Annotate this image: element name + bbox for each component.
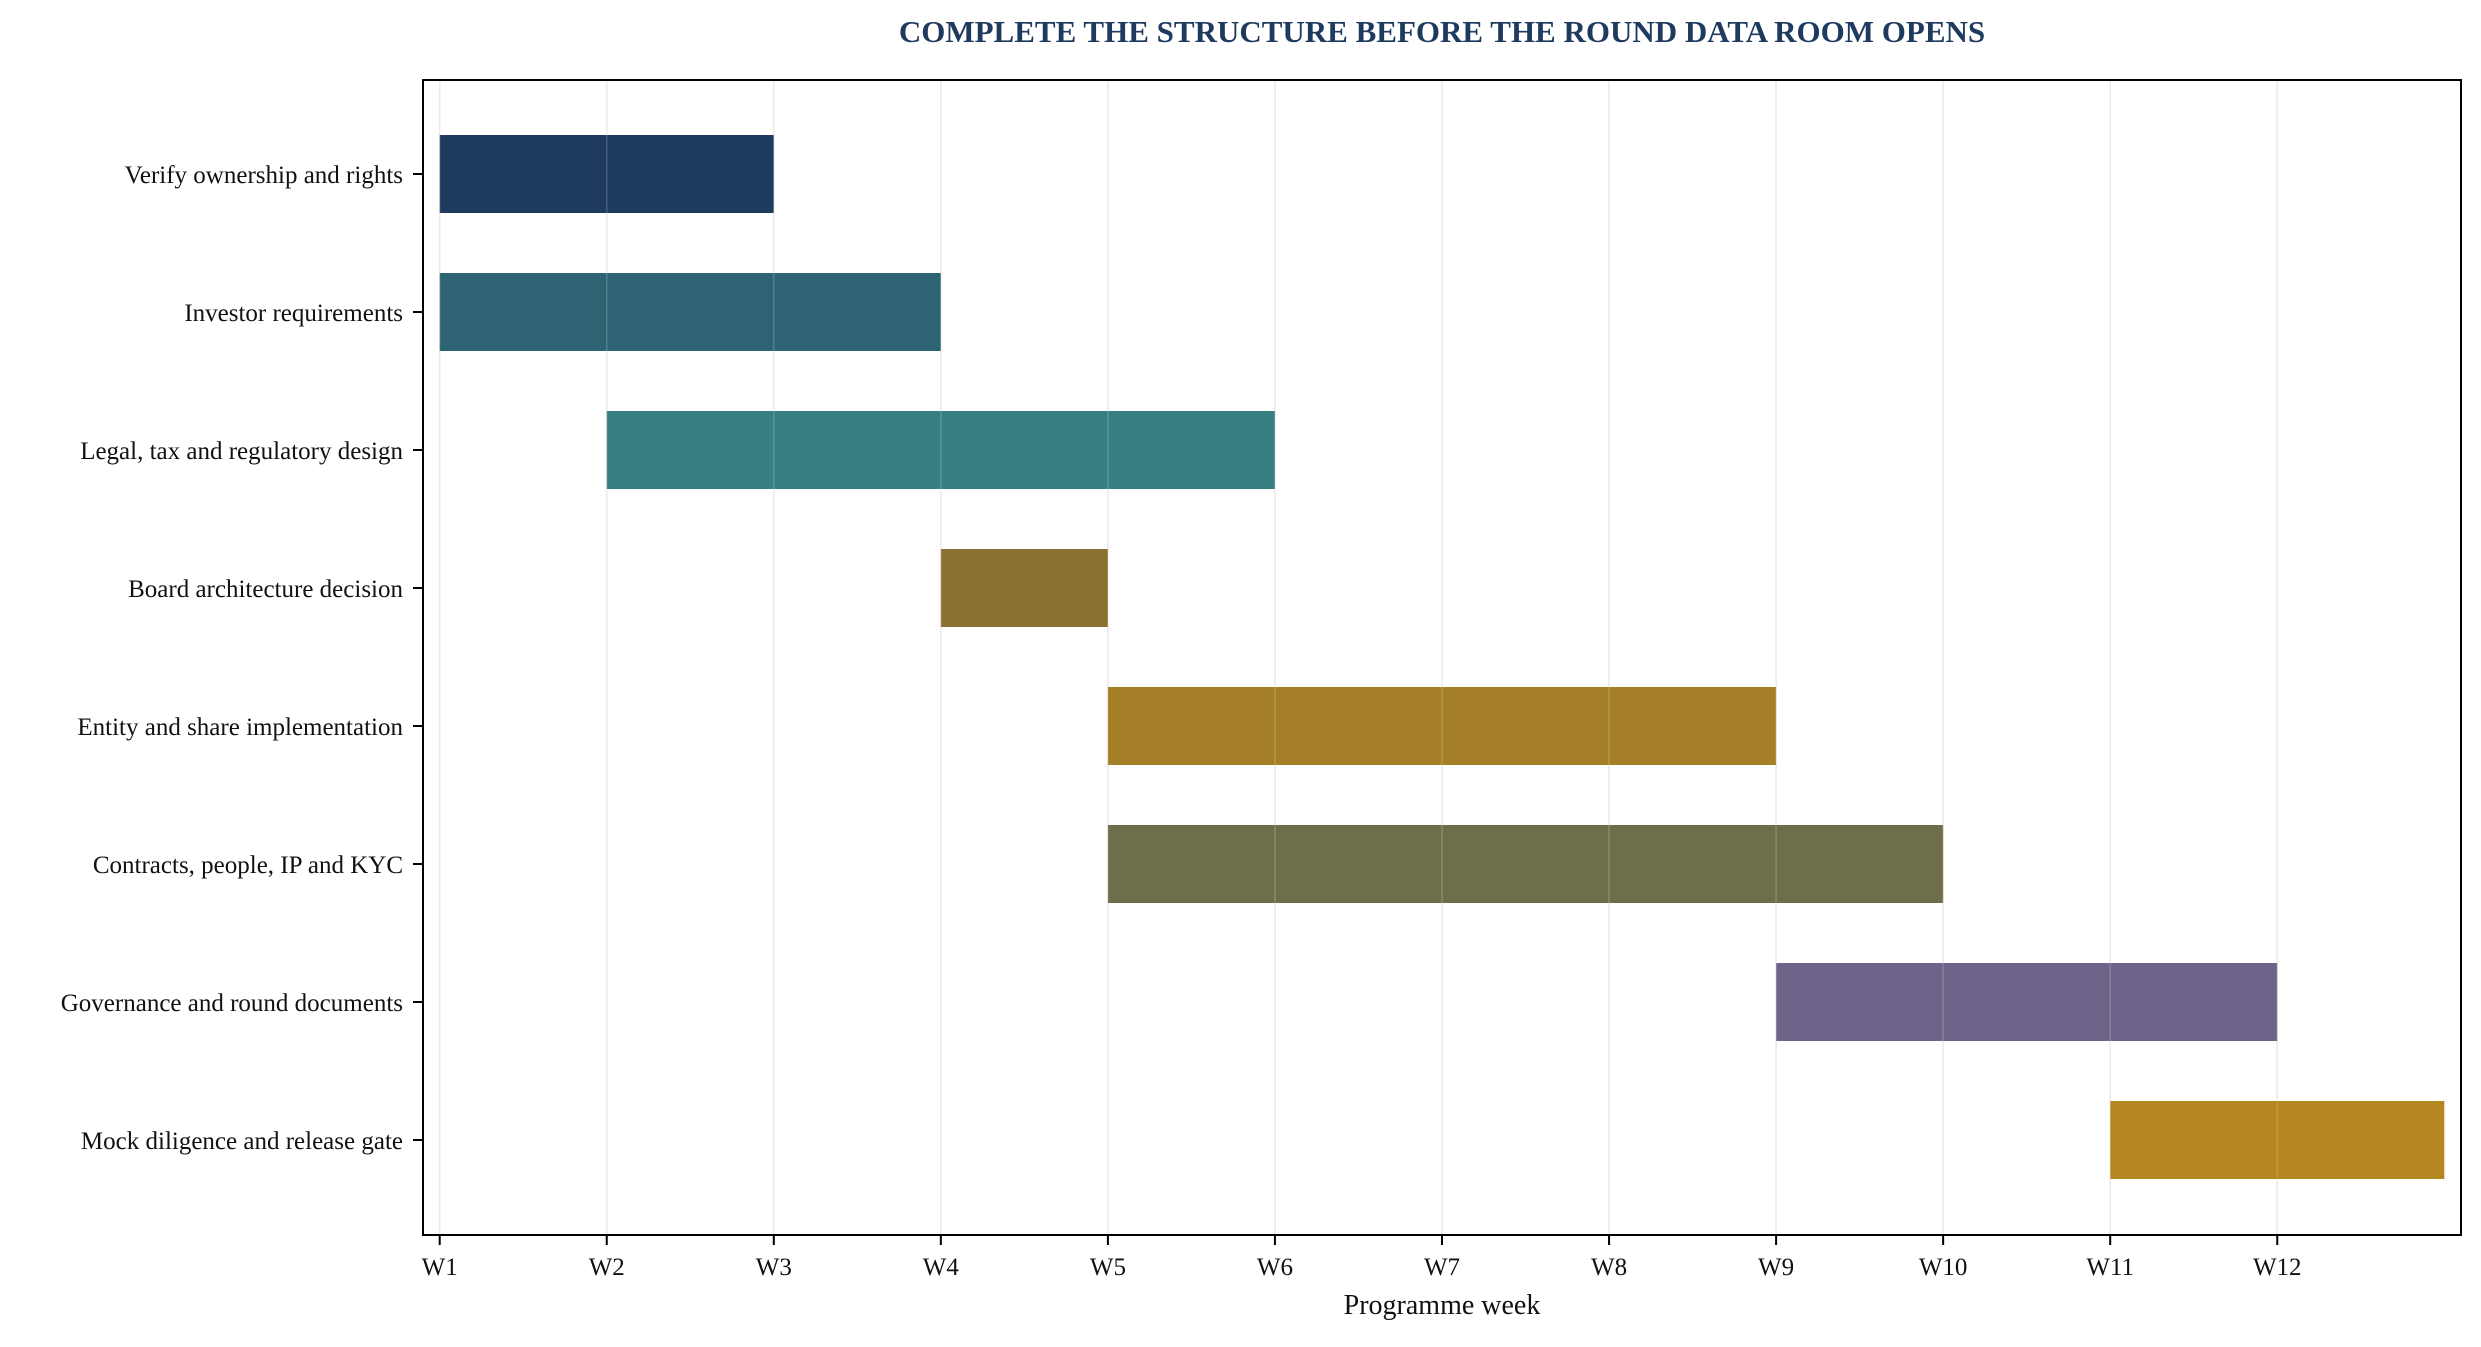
x-tick-label: W5 [1090,1254,1126,1281]
task-bar [439,135,774,213]
x-tick-label: W10 [1919,1254,1968,1281]
task-bars [438,80,2445,1235]
task-bar [439,273,941,351]
x-tick-label: W3 [756,1254,792,1281]
task-bar [2110,1101,2445,1179]
task-label: Board architecture decision [128,576,403,603]
x-tick-label: W1 [422,1254,458,1281]
task-label: Contracts, people, IP and KYC [93,852,403,879]
task-label: Entity and share implementation [77,714,403,741]
task-label: Investor requirements [184,300,403,327]
x-tick-label: W6 [1257,1254,1293,1281]
x-tick-label: W2 [589,1254,625,1281]
task-bar [1776,963,2278,1041]
chart-title: COMPLETE THE STRUCTURE BEFORE THE ROUND … [899,14,1985,49]
task-label: Mock diligence and release gate [81,1128,403,1155]
x-tick-label: W4 [923,1254,960,1281]
task-bar [606,411,1275,489]
task-label: Verify ownership and rights [125,162,403,189]
task-bar [940,549,1108,627]
x-tick-label: W7 [1424,1254,1460,1281]
task-label: Governance and round documents [61,990,403,1017]
y-axis: Verify ownership and rights Investor requ… [61,162,423,1155]
x-axis-label: Programme week [1344,1290,1541,1321]
x-tick-label: W11 [2086,1254,2134,1281]
task-bar [1107,687,1777,765]
grid-lines [438,80,2278,1235]
task-bar [1107,825,1944,903]
x-tick-label: W12 [2253,1254,2302,1281]
x-tick-label: W9 [1758,1254,1794,1281]
x-axis: W1 W2 W3 W4 W5 W6 W7 W8 W9 W10 W11 W12 [422,1235,2302,1281]
x-tick-label: W8 [1591,1254,1627,1281]
task-label: Legal, tax and regulatory design [80,438,403,465]
